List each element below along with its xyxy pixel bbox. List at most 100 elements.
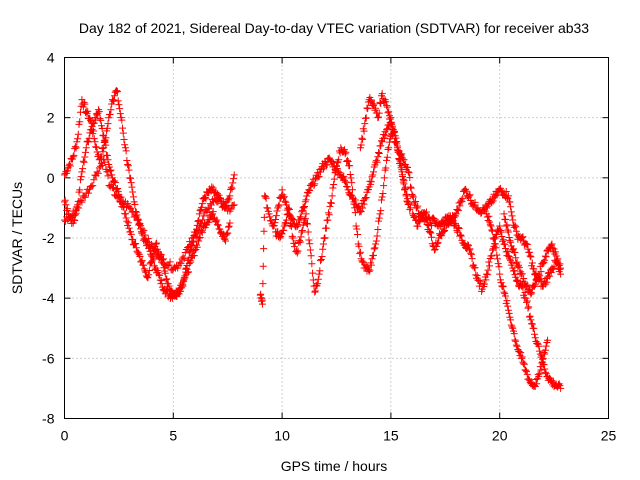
data-point [504, 306, 512, 314]
data-point [272, 212, 280, 220]
data-point [525, 375, 533, 383]
data-point [153, 239, 161, 247]
data-point [505, 234, 513, 242]
data-point [482, 276, 490, 284]
data-point [464, 241, 472, 249]
data-point [93, 168, 101, 176]
data-point [362, 114, 370, 122]
data-point [77, 196, 85, 204]
data-point [117, 193, 125, 201]
data-point [181, 272, 189, 280]
data-point [552, 248, 560, 256]
data-point [536, 347, 544, 355]
data-point [227, 205, 235, 213]
data-point [76, 176, 84, 184]
data-point [524, 304, 532, 312]
data-point [421, 214, 429, 222]
data-point [423, 221, 431, 229]
data-point [330, 175, 338, 183]
data-point [123, 217, 131, 225]
data-point [383, 103, 391, 111]
data-point [520, 274, 528, 282]
data-point [318, 252, 326, 260]
data-point [531, 334, 539, 342]
data-point [495, 263, 503, 271]
data-point [141, 231, 149, 239]
data-point [262, 194, 270, 202]
data-point [198, 227, 206, 235]
data-point [124, 219, 132, 227]
data-point [557, 270, 565, 278]
data-point [228, 185, 236, 193]
data-point [163, 275, 171, 283]
data-point [113, 87, 121, 95]
data-point [385, 144, 393, 152]
data-point [367, 178, 375, 186]
data-point [456, 202, 464, 210]
data-point [273, 207, 281, 215]
data-point [546, 272, 554, 280]
data-point [401, 185, 409, 193]
data-point [78, 168, 86, 176]
data-point [375, 217, 383, 225]
data-point [114, 188, 122, 196]
data-point [467, 250, 475, 258]
data-point [259, 300, 267, 308]
y-tick-label: -2 [42, 230, 55, 246]
data-point [508, 323, 516, 331]
data-point [161, 269, 169, 277]
data-point [427, 229, 435, 237]
data-point [515, 263, 523, 271]
data-point [372, 104, 380, 112]
data-point [383, 153, 391, 161]
data-point [402, 192, 410, 200]
data-point [289, 234, 297, 242]
data-point [512, 227, 520, 235]
data-point [281, 197, 289, 205]
data-point [527, 316, 535, 324]
data-point [204, 204, 212, 212]
data-point [437, 230, 445, 238]
data-point [77, 173, 85, 181]
x-tick-label: 25 [601, 428, 617, 444]
data-point [223, 230, 231, 238]
data-point [156, 250, 164, 258]
data-point [185, 268, 193, 276]
data-point [329, 184, 337, 192]
data-point [523, 370, 531, 378]
data-point [132, 244, 140, 252]
data-point [63, 167, 71, 175]
data-point [382, 164, 390, 172]
data-point [406, 183, 414, 191]
data-point [322, 224, 330, 232]
data-point [209, 184, 217, 192]
data-point [358, 134, 366, 142]
data-point [124, 162, 132, 170]
data-point [525, 248, 533, 256]
data-point [266, 213, 274, 221]
data-point [523, 281, 531, 289]
data-point [221, 235, 229, 243]
data-point [84, 107, 92, 115]
data-point [361, 120, 369, 128]
data-point [366, 266, 374, 274]
data-point [119, 124, 127, 132]
data-point [465, 242, 473, 250]
data-point [62, 201, 70, 209]
data-point [504, 192, 512, 200]
data-point [532, 269, 540, 277]
data-point [399, 171, 407, 179]
data-point [136, 220, 144, 228]
data-point [149, 252, 157, 260]
data-point [136, 253, 144, 261]
data-point [224, 223, 232, 231]
data-point [525, 313, 533, 321]
data-point [127, 179, 135, 187]
data-point [270, 221, 278, 229]
data-point [503, 221, 511, 229]
data-point [190, 252, 198, 260]
data-point [319, 245, 327, 253]
data-point [471, 198, 479, 206]
data-point [388, 120, 396, 128]
